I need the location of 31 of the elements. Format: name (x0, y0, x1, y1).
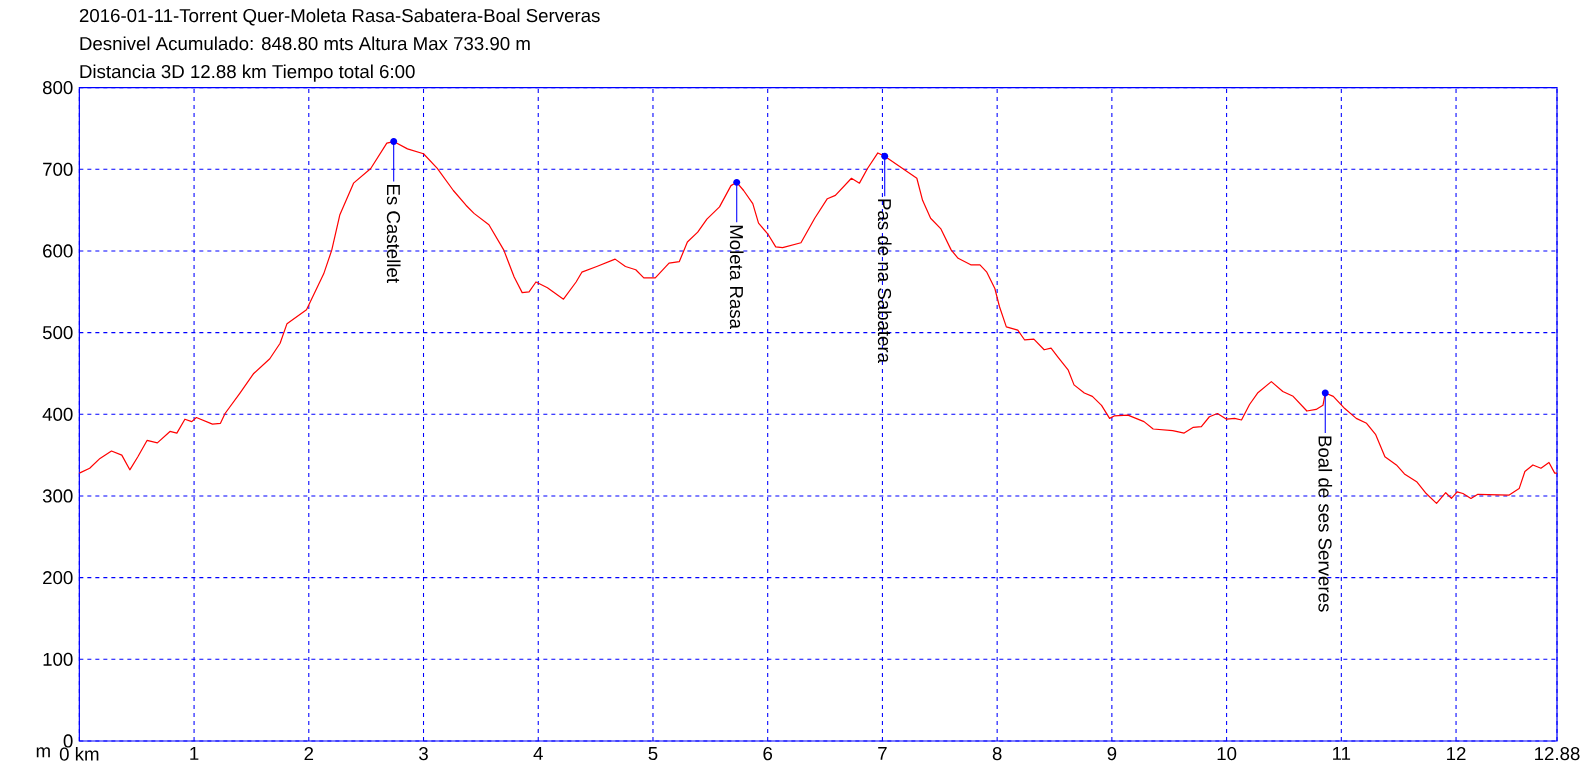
annotation: Es Castellet (386, 184, 401, 283)
text: Distancia 3D 12.88 km Tiempo total 6:00 (80, 64, 415, 82)
x-tick-label: 6 (763, 747, 773, 761)
x-tick-label: 7 (878, 747, 887, 760)
y-tick-label: 800 (42, 80, 73, 95)
x-tick-label: 1 (190, 747, 199, 760)
annotation: Pas de na Sabatera (877, 199, 892, 364)
y-tick-label: 100 (43, 652, 73, 666)
y-tick-label: 600 (43, 244, 73, 258)
annotation: Boal de ses Serveres (1318, 436, 1333, 612)
y-tick-label: 300 (42, 489, 73, 503)
y-tick-label: 0 (63, 734, 73, 748)
x-tick-label: 4 (533, 747, 543, 760)
x-tick-label: 5 (648, 747, 658, 761)
y-tick-label: 400 (42, 407, 73, 421)
y-tick-label: 200 (43, 571, 73, 585)
annotation: Moleta Rasa (729, 225, 744, 329)
y-tick-label: 700 (43, 162, 73, 176)
x-tick-label: 12 (1447, 747, 1466, 761)
chart-title: 2016-01-11-Torrent Quer-Moleta Rasa-Sabatera-Boal Serveras (79, 8, 600, 26)
x-tick-label: 8 (992, 747, 1002, 761)
x-tick-label: 11 (1333, 747, 1351, 760)
x-tick-label: 0 km (59, 747, 99, 761)
y-tick-label: 500 (42, 326, 73, 340)
x-tick-label: 12.88 (1535, 747, 1580, 761)
chart-subtitle: Desnivel Acumulado: 848.80 mts Altura Max 733.90 m (80, 36, 530, 51)
x-tick-label: 9 (1107, 747, 1117, 761)
x-tick-label: 2 (304, 747, 314, 761)
y-axis-title: m (36, 747, 50, 758)
x-tick-label: 3 (419, 747, 428, 761)
x-tick-label: 10 (1217, 747, 1237, 761)
